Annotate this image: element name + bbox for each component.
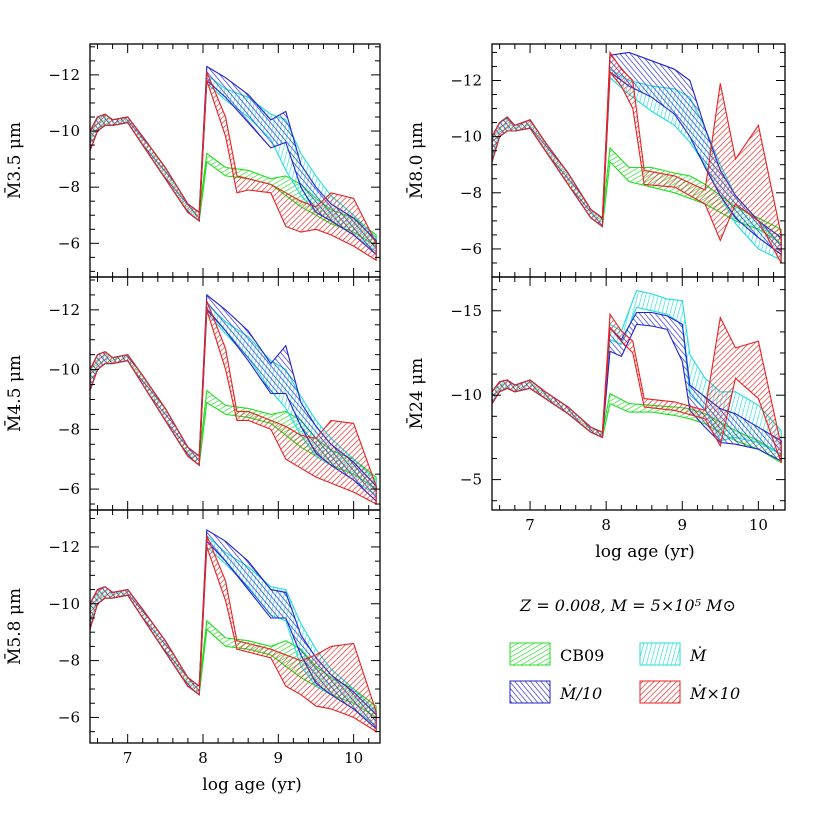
y-tick-label: −12: [450, 71, 482, 89]
y-tick-label: −10: [48, 595, 80, 613]
series-bands: [492, 289, 782, 464]
legend-label-mdot: Ṁ: [689, 645, 707, 665]
legend-item-mdot: Ṁ: [639, 642, 707, 666]
y-tick-label: −12: [48, 301, 80, 319]
legend-swatch-cb09: [509, 642, 551, 666]
x-tick-label: 9: [677, 516, 687, 534]
panel-3-5um: −12 −10 −8 −6 M̄3.5 μm: [3, 43, 381, 278]
y-tick-label: −5: [460, 471, 482, 489]
y-tick-label: −10: [48, 122, 80, 140]
series-bands: [90, 293, 377, 505]
band-mdot-times-10: [492, 312, 782, 463]
y-tick-label: −12: [48, 538, 80, 556]
panel-8-0um: −12 −10 −8 −6 M̄8.0 μm: [405, 43, 786, 278]
plot-frame: [89, 43, 381, 278]
legend: CB09 Ṁ Ṁ/10 Ṁ×10: [509, 642, 740, 704]
y-tick-label: −6: [58, 480, 80, 498]
x-tick-label: 7: [525, 516, 535, 534]
legend-label-mdot-over-10: Ṁ/10: [559, 683, 602, 703]
legend-item-mdot-over-10: Ṁ/10: [509, 680, 602, 704]
y-tick-label: −15: [450, 302, 482, 320]
band-mdot-times-10: [90, 71, 377, 262]
y-tick-label: −8: [58, 420, 80, 438]
plot-frame: [89, 509, 381, 744]
x-tick-label: 9: [274, 749, 284, 767]
legend-item-mdot-times-10: Ṁ×10: [639, 680, 740, 704]
legend-swatch-mdot-over-10: [509, 680, 551, 704]
y-axis-title: M̄8.0 μm: [405, 122, 427, 199]
legend-item-cb09: CB09: [509, 642, 604, 666]
y-axis-title: M̄5.8 μm: [3, 588, 25, 665]
series-bands: [90, 528, 377, 733]
y-tick-label: −10: [48, 361, 80, 379]
y-axis-title: M̄24 μm: [405, 358, 427, 430]
y-tick-label: −8: [58, 178, 80, 196]
y-axis-title: M̄4.5 μm: [3, 355, 25, 432]
plot-frame: [491, 276, 786, 511]
panel-24um: 7 8 9 10 −15 −10 −5 M̄24 μm: [405, 276, 786, 534]
legend-label-mdot-times-10: Ṁ×10: [689, 683, 740, 703]
x-axis-title-left: log age (yr): [202, 775, 301, 795]
parameter-annotation: Z = 0.008, M = 5×10⁵ M⊙: [519, 596, 736, 615]
x-tick-label: 8: [601, 516, 611, 534]
y-axis-title: M̄3.5 μm: [3, 122, 25, 199]
y-tick-label: −6: [58, 234, 80, 252]
y-tick-label: −12: [48, 66, 80, 84]
y-tick-label: −8: [58, 652, 80, 670]
legend-label-cb09: CB09: [560, 646, 604, 665]
x-tick-label: 10: [344, 749, 363, 767]
x-tick-label: 10: [749, 516, 768, 534]
legend-swatch-mdot-times-10: [639, 680, 681, 704]
y-tick-label: −10: [450, 386, 482, 404]
x-tick-label: 7: [123, 749, 133, 767]
y-tick-label: −8: [460, 184, 482, 202]
series-bands: [492, 50, 782, 264]
x-tick-label: 8: [198, 749, 208, 767]
legend-swatch-mdot: [639, 642, 681, 666]
panel-4-5um: −12 −10 −8 −6 M̄4.5 μm: [3, 276, 381, 511]
y-tick-label: −10: [450, 128, 482, 146]
y-tick-label: −6: [58, 708, 80, 726]
panel-5-8um: 7 8 9 10 −12 −10 −8 −6 M̄5.8 μm: [3, 509, 381, 767]
series-bands: [90, 65, 377, 262]
y-tick-label: −6: [460, 240, 482, 258]
x-axis-title-right: log age (yr): [595, 542, 694, 562]
